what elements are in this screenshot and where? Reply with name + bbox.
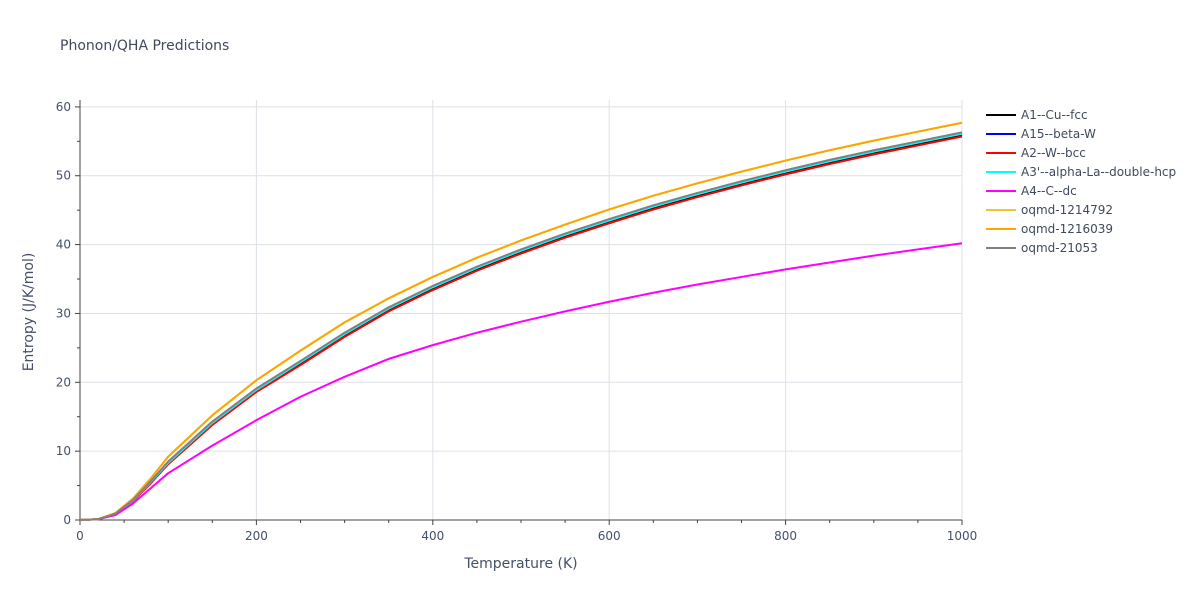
series-line-a15-beta-w: [79, 132, 963, 521]
legend: A1--Cu--fcc A15--beta-W A2--W--bcc A3'--alp…: [986, 108, 1176, 255]
chart-title: Phonon/QHA Predictions: [60, 38, 229, 54]
x-tick-label: 1000: [947, 529, 978, 543]
series-line-a4-c-dc: [79, 242, 963, 521]
y-tick-label: 30: [56, 306, 71, 320]
legend-label: A15--beta-W: [1021, 127, 1096, 141]
x-tick-label: 200: [245, 529, 268, 543]
x-tick-label: 800: [774, 529, 797, 543]
x-tick-label: 400: [421, 529, 444, 543]
x-tick-label: 0: [76, 529, 84, 543]
legend-label: oqmd-21053: [1021, 241, 1098, 255]
y-tick-label: 50: [56, 169, 71, 183]
series-line-a1-cu-fcc: [79, 134, 963, 521]
y-tick-label: 10: [56, 444, 71, 458]
axes: [75, 100, 963, 525]
series-line-oqmd-21053: [79, 131, 963, 521]
legend-label: A1--Cu--fcc: [1021, 108, 1088, 122]
x-axis-title: Temperature (K): [463, 556, 577, 572]
y-axis-title: Entropy (J/K/mol): [21, 253, 37, 372]
y-tick-label: 20: [56, 375, 71, 389]
x-tick-label: 600: [598, 529, 621, 543]
y-tick-label: 0: [63, 513, 71, 527]
legend-label: A4--C--dc: [1021, 184, 1077, 198]
legend-label: oqmd-1216039: [1021, 222, 1113, 236]
series-lines: [79, 121, 963, 521]
legend-label: A2--W--bcc: [1021, 146, 1086, 160]
y-tick-label: 40: [56, 238, 71, 252]
grid: [80, 100, 963, 520]
series-line-a3-alpha-la-double-hcp: [79, 132, 963, 521]
legend-label: A3'--alpha-La--double-hcp: [1021, 165, 1176, 179]
tick-labels: 0 200 400 600 800 1000 0 10 20 30 40 50 60: [56, 100, 978, 543]
series-line-a2-w-bcc: [79, 135, 963, 521]
legend-label: oqmd-1214792: [1021, 203, 1113, 217]
y-tick-label: 60: [56, 100, 71, 114]
series-line-oqmd-1216039: [79, 121, 963, 521]
